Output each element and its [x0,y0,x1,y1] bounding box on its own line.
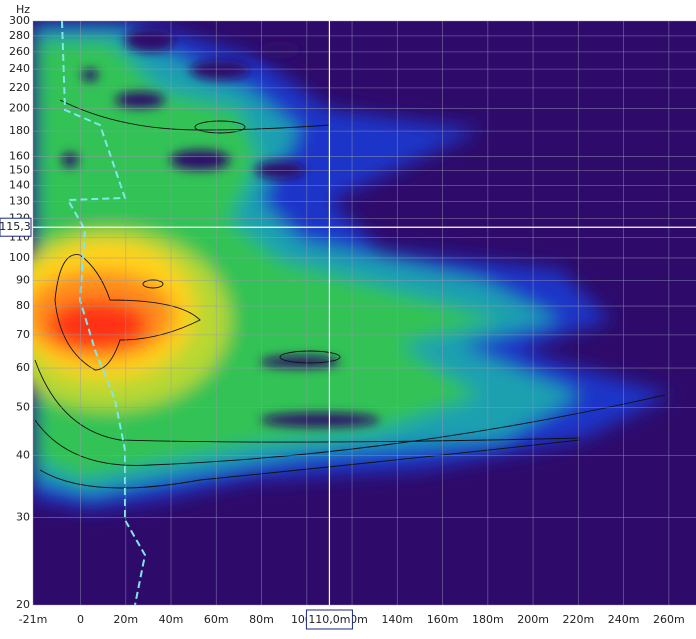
y-tick-label: 40 [16,449,30,462]
cursor-y-label: 115,3 [0,220,31,233]
y-unit: Hz [16,3,30,16]
x-tick-label: 80m [249,613,274,626]
x-tick-label: 240m [608,613,640,626]
cursor-x-label: 110,0m [308,613,350,626]
y-tick-label: 20 [16,598,30,611]
cursor-y-box [0,217,32,237]
y-tick-label: 80 [16,299,30,312]
y-tick-label: 90 [16,274,30,287]
y-tick-label: 280 [9,29,30,42]
x-tick-label: 20m [113,613,138,626]
y-tick-label: 140 [9,178,30,191]
x-tick-label: 180m [472,613,504,626]
y-tick-label: 260 [9,45,30,58]
y-tick-label: 50 [16,400,30,413]
y-tick-label: 240 [9,62,30,75]
x-tick-label: 220m [562,613,594,626]
y-tick-label: 100 [9,251,30,264]
y-tick-label: 200 [9,101,30,114]
axes: 2030405060708090100110120130140150160180… [0,14,696,630]
x-tick-label: 200m [517,613,549,626]
y-tick-label: 30 [16,511,30,524]
y-tick-label: 70 [16,328,30,341]
y-tick-label: 160 [9,150,30,163]
cursor-x-box [305,609,353,630]
x-tick-label: 60m [204,613,229,626]
x-tick-label: 140m [381,613,413,626]
y-tick-label: 150 [9,163,30,176]
y-tick-label: 180 [9,124,30,137]
y-tick-label: 130 [9,194,30,207]
x-tick-label: 260m [653,613,685,626]
x-tick-label: 160m [427,613,459,626]
x-tick-label: 0 [77,613,84,626]
y-tick-label: 300 [9,14,30,27]
x-tick-label: 40m [159,613,184,626]
y-tick-label: 220 [9,81,30,94]
y-tick-label: 60 [16,361,30,374]
x-tick-label: -21m [19,613,48,626]
